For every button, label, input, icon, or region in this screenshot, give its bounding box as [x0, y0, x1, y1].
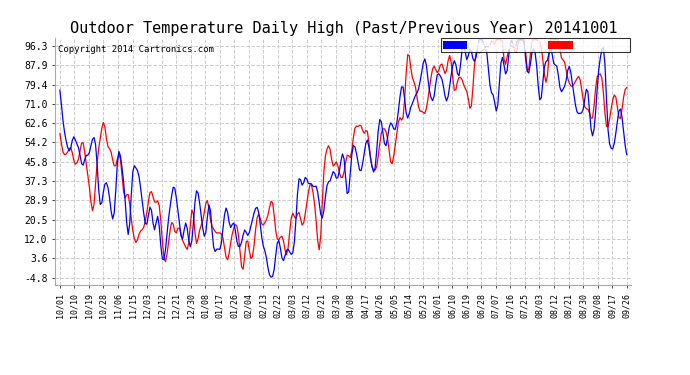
- Title: Outdoor Temperature Daily High (Past/Previous Year) 20141001: Outdoor Temperature Daily High (Past/Pre…: [70, 21, 617, 36]
- Legend: Previous (°F), Past (°F): Previous (°F), Past (°F): [441, 39, 631, 53]
- Text: Copyright 2014 Cartronics.com: Copyright 2014 Cartronics.com: [58, 45, 214, 54]
